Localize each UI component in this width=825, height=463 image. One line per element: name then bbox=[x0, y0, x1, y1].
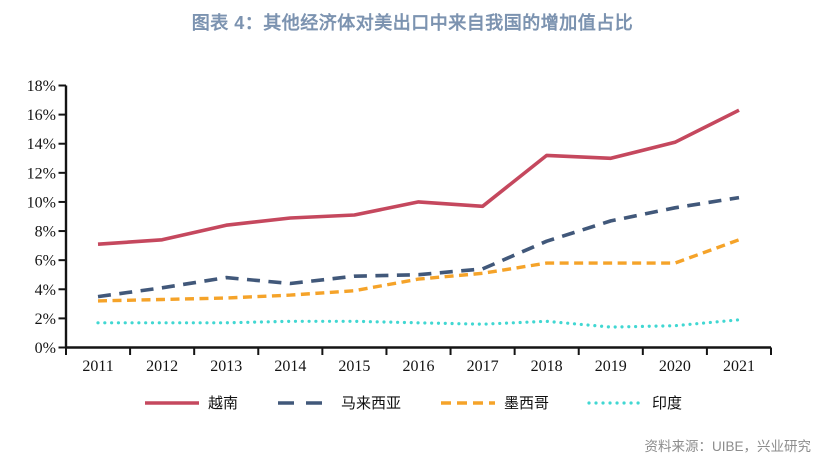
x-tick-label: 2011 bbox=[82, 358, 113, 375]
series-line-vietnam bbox=[97, 108, 740, 246]
series-line-india bbox=[96, 318, 741, 329]
legend-swatch-malaysia bbox=[277, 400, 332, 405]
x-tick-label: 2017 bbox=[467, 358, 499, 375]
x-tick-label: 2013 bbox=[210, 358, 242, 375]
legend-item-india: 印度 bbox=[587, 392, 682, 413]
legend-item-vietnam: 越南 bbox=[143, 392, 238, 413]
y-tick-label: 6% bbox=[35, 253, 56, 270]
legend-swatch-vietnam bbox=[144, 400, 199, 405]
legend-label-india: 印度 bbox=[652, 394, 683, 412]
x-tick-label: 2016 bbox=[403, 358, 435, 375]
series-line-malaysia bbox=[97, 195, 740, 299]
legend-item-malaysia: 马来西亚 bbox=[276, 392, 401, 413]
chart-legend: 越南 马来西亚 墨西哥 印度 bbox=[0, 392, 825, 413]
y-tick-label: 10% bbox=[27, 194, 56, 211]
x-tick-label: 2020 bbox=[659, 358, 691, 375]
source-note: 资料来源：UIBE，兴业研究 bbox=[644, 439, 811, 454]
y-tick-label: 8% bbox=[35, 224, 56, 241]
y-tick-label: 4% bbox=[35, 282, 56, 299]
legend-label-malaysia: 马来西亚 bbox=[340, 394, 401, 412]
x-tick-label: 2015 bbox=[338, 358, 370, 375]
chart-title: 图表 4：其他经济体对美出口中来自我国的增加值占比 bbox=[191, 13, 634, 33]
y-tick-label: 2% bbox=[35, 311, 56, 328]
legend-item-mexico: 墨西哥 bbox=[439, 392, 549, 413]
x-tick-label: 2021 bbox=[723, 358, 755, 375]
x-tick-label: 2012 bbox=[146, 358, 178, 375]
y-tick-label: 12% bbox=[27, 165, 56, 182]
legend-swatch-mexico bbox=[441, 400, 495, 405]
legend-swatch-india bbox=[587, 400, 645, 405]
y-tick-label: 14% bbox=[27, 136, 56, 153]
y-tick-label: 18% bbox=[27, 78, 56, 95]
y-tick-label: 16% bbox=[27, 107, 56, 124]
series-line-mexico bbox=[97, 238, 740, 303]
x-tick-label: 2019 bbox=[595, 358, 627, 375]
x-tick-label: 2018 bbox=[531, 358, 563, 375]
legend-label-mexico: 墨西哥 bbox=[504, 394, 550, 412]
y-tick-label: 0% bbox=[35, 340, 56, 357]
x-tick-label: 2014 bbox=[274, 358, 306, 375]
legend-label-vietnam: 越南 bbox=[207, 394, 238, 412]
